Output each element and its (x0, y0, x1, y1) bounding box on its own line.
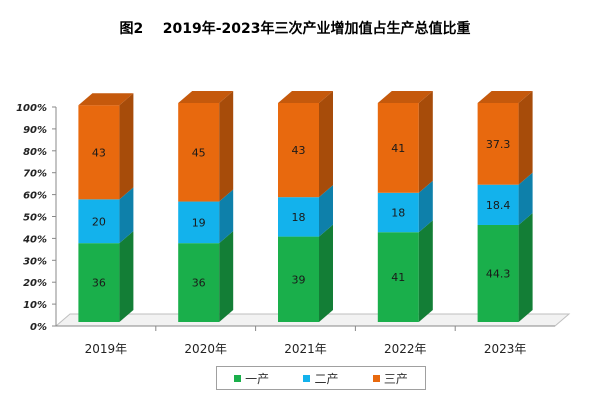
x-tick-label: 2020年 (184, 342, 227, 356)
y-tick-label: 100% (16, 103, 47, 114)
bar-segment-primary (377, 220, 433, 322)
bar-front (477, 184, 519, 225)
data-label: 36 (92, 277, 106, 290)
bar-side (418, 91, 433, 193)
bar-segment-tertiary (477, 91, 533, 185)
data-label: 43 (292, 144, 306, 157)
bar-segment-primary (78, 231, 134, 322)
bar-side (119, 231, 134, 322)
data-label: 18 (292, 211, 306, 224)
data-label: 19 (192, 216, 206, 229)
bar-side (319, 185, 333, 237)
bar-side (518, 91, 533, 185)
data-label: 41 (391, 142, 405, 155)
data-label: 37.3 (486, 138, 511, 151)
y-tick-label: 60% (23, 191, 47, 202)
bar-segment-secondary (78, 187, 134, 244)
bar-side (219, 189, 234, 244)
bar-front (78, 243, 120, 322)
bar-front (278, 103, 319, 198)
data-label: 18.4 (486, 199, 511, 212)
y-tick-label: 90% (23, 125, 47, 136)
bar-front (78, 105, 120, 200)
bar-front (78, 199, 120, 244)
bar-front (278, 236, 319, 322)
legend-label-secondary: 二产 (314, 371, 339, 386)
bar-side (418, 180, 433, 233)
bar-top (377, 91, 433, 103)
bar-side (518, 212, 533, 322)
bar-segment-tertiary (278, 91, 333, 198)
legend-swatch-primary (234, 374, 242, 382)
bar-segment-primary (278, 224, 333, 322)
bar-segment-secondary (477, 172, 533, 225)
bar-segment-tertiary (377, 91, 433, 193)
bar-front (178, 103, 220, 202)
bar-top (178, 91, 234, 103)
legend-item-tertiary: 三产 (372, 370, 408, 387)
bar-front (477, 224, 519, 322)
bar-side (119, 187, 134, 244)
bar-side (418, 220, 433, 322)
data-label: 44.3 (486, 267, 511, 280)
bar-front (377, 192, 419, 233)
bar-side (219, 91, 234, 202)
x-tick-label: 2019年 (85, 342, 128, 356)
bar-top (477, 91, 533, 103)
bar-segment-secondary (278, 185, 333, 237)
legend-item-primary: 一产 (234, 370, 269, 387)
data-label: 41 (391, 271, 405, 284)
y-tick-label: 10% (23, 300, 47, 311)
bar-segment-secondary (377, 180, 433, 233)
bar-front (377, 232, 419, 322)
chart-title: 图2 2019年-2023年三次产业增加值占生产总值比重 (119, 21, 471, 37)
data-label: 36 (192, 277, 206, 290)
bar-side (219, 231, 234, 322)
bar-segment-tertiary (178, 91, 234, 202)
bar-front (377, 103, 419, 193)
bar-front (178, 201, 220, 244)
data-label: 43 (92, 146, 106, 159)
bar-front (477, 103, 519, 185)
bar-top (278, 91, 333, 103)
y-tick-label: 80% (23, 147, 47, 158)
x-tick-label: 2023年 (484, 342, 527, 356)
y-tick-label: 50% (23, 213, 47, 224)
data-label: 18 (391, 207, 405, 220)
bar-segment-tertiary (78, 93, 134, 200)
y-tick-label: 40% (22, 234, 47, 245)
bar-side (319, 91, 333, 198)
bar-segment-primary (178, 231, 234, 322)
y-tick-label: 0% (30, 322, 47, 333)
bar-segment-secondary (178, 189, 234, 244)
bar-side (119, 93, 134, 200)
y-tick-label: 70% (23, 169, 47, 180)
legend-swatch-secondary (303, 374, 311, 382)
legend-label-tertiary: 三产 (383, 371, 408, 386)
legend-swatch-tertiary (372, 374, 380, 382)
bar-side (319, 224, 333, 322)
x-tick-label: 2021年 (284, 342, 327, 356)
bar-front (178, 243, 220, 322)
data-label: 20 (92, 215, 106, 228)
bar-front (278, 197, 319, 237)
bar-top (78, 93, 134, 106)
x-tick-label: 2022年 (384, 342, 427, 356)
data-label: 39 (292, 273, 306, 286)
bar-side (518, 172, 533, 225)
chart-legend: 一产 二产 三产 (216, 366, 426, 390)
y-tick-label: 30% (23, 256, 47, 267)
legend-item-secondary: 二产 (303, 370, 339, 387)
y-tick-label: 20% (23, 278, 47, 289)
legend-label-primary: 一产 (245, 371, 270, 386)
data-label: 45 (192, 146, 206, 159)
bar-segment-primary (477, 212, 533, 322)
